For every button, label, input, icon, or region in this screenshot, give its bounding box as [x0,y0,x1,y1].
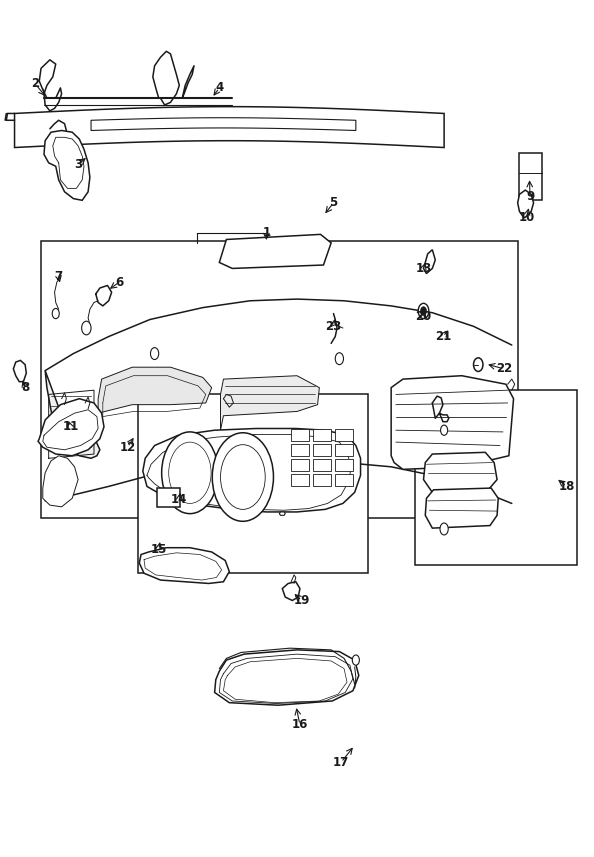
Bar [291,459,309,471]
Polygon shape [45,370,100,458]
Polygon shape [140,548,229,584]
Bar [291,429,309,441]
Text: 3: 3 [74,158,82,171]
Text: 23: 23 [326,320,342,333]
Polygon shape [391,375,514,470]
Polygon shape [14,361,26,381]
Circle shape [169,442,211,503]
Polygon shape [279,512,285,515]
Polygon shape [424,249,435,273]
Polygon shape [143,428,361,512]
Bar [314,429,331,441]
Circle shape [473,358,483,371]
Polygon shape [517,190,533,218]
Circle shape [441,425,448,435]
Bar [291,475,309,487]
Bar [335,429,353,441]
Polygon shape [424,452,497,493]
Polygon shape [219,234,331,268]
Circle shape [335,353,343,364]
Text: 1: 1 [263,226,270,239]
Text: 8: 8 [21,381,29,394]
Bar [291,444,309,456]
Text: 6: 6 [115,276,124,289]
Polygon shape [98,367,211,413]
Bar [314,444,331,456]
Circle shape [81,321,91,335]
Polygon shape [214,650,359,705]
Text: 4: 4 [215,81,223,94]
Text: 14: 14 [171,493,188,506]
Text: 20: 20 [415,309,432,322]
Text: 13: 13 [415,262,432,275]
Text: 19: 19 [293,594,310,607]
Bar [519,153,542,201]
Polygon shape [91,117,356,130]
Text: 11: 11 [62,420,78,434]
Text: 10: 10 [519,211,535,224]
Text: 22: 22 [496,363,512,375]
Text: 2: 2 [31,77,39,90]
Circle shape [162,432,218,513]
Circle shape [52,309,59,319]
Bar [157,488,181,506]
Polygon shape [43,456,78,506]
Polygon shape [38,399,104,456]
Polygon shape [44,130,90,201]
Polygon shape [425,488,498,528]
Text: 16: 16 [292,718,308,731]
Circle shape [212,433,273,521]
Bar [415,390,577,565]
Text: 9: 9 [526,189,534,202]
Circle shape [421,307,426,315]
Text: 18: 18 [558,480,575,493]
Bar [335,475,353,487]
Bar [335,459,353,471]
Text: 21: 21 [435,330,451,343]
Bar [335,444,353,456]
Bar [314,459,331,471]
Polygon shape [220,375,320,430]
Bar [314,475,331,487]
Text: 12: 12 [119,440,135,453]
Polygon shape [282,582,300,601]
Text: 7: 7 [55,271,63,284]
Bar [41,241,517,518]
Circle shape [440,523,448,535]
Circle shape [150,348,159,360]
Circle shape [220,445,266,509]
Polygon shape [14,106,444,147]
Text: 17: 17 [333,756,349,769]
Circle shape [418,303,429,319]
Text: 15: 15 [150,542,167,556]
Bar [138,394,368,573]
Text: 5: 5 [329,196,337,209]
Circle shape [352,655,359,665]
